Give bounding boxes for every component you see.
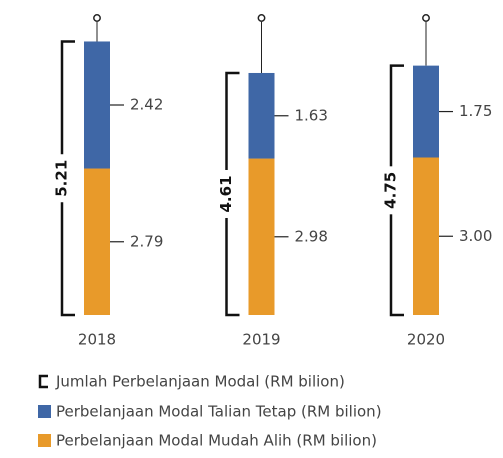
total-label: 5.21 <box>53 160 71 197</box>
value-label: 2.98 <box>295 227 328 245</box>
legend-swatch <box>38 405 51 418</box>
x-tick-label: 2018 <box>78 331 116 349</box>
value-label: 2.42 <box>130 96 163 114</box>
value-label: 2.79 <box>130 232 163 250</box>
bar-segment <box>413 157 439 315</box>
total-label-bg <box>382 166 400 215</box>
bar-segment <box>84 41 110 169</box>
legend-label: Perbelanjaan Modal Talian Tetap (RM bili… <box>56 403 382 421</box>
total-label: 4.75 <box>382 172 400 209</box>
stem-dot <box>422 14 430 22</box>
bar-segment <box>248 158 275 315</box>
stem-dot <box>93 14 101 22</box>
value-label: 1.63 <box>295 106 328 124</box>
bar-segment <box>248 72 275 159</box>
total-label-bg <box>217 169 236 218</box>
x-tick-label: 2020 <box>407 331 445 349</box>
bar-segment <box>84 168 110 315</box>
total-label-bg <box>53 154 71 203</box>
legend-swatch <box>38 434 51 447</box>
legend-label: Jumlah Perbelanjaan Modal (RM bilion) <box>55 373 345 391</box>
total-label: 4.61 <box>217 175 235 212</box>
value-label: 1.75 <box>459 102 492 120</box>
value-label: 3.00 <box>459 227 492 245</box>
stem-dot <box>257 14 266 22</box>
bar-segment <box>413 65 439 158</box>
x-tick-label: 2019 <box>242 331 280 349</box>
legend-label: Perbelanjaan Modal Mudah Alih (RM bilion… <box>56 432 377 450</box>
legend-icon-total <box>38 374 48 389</box>
